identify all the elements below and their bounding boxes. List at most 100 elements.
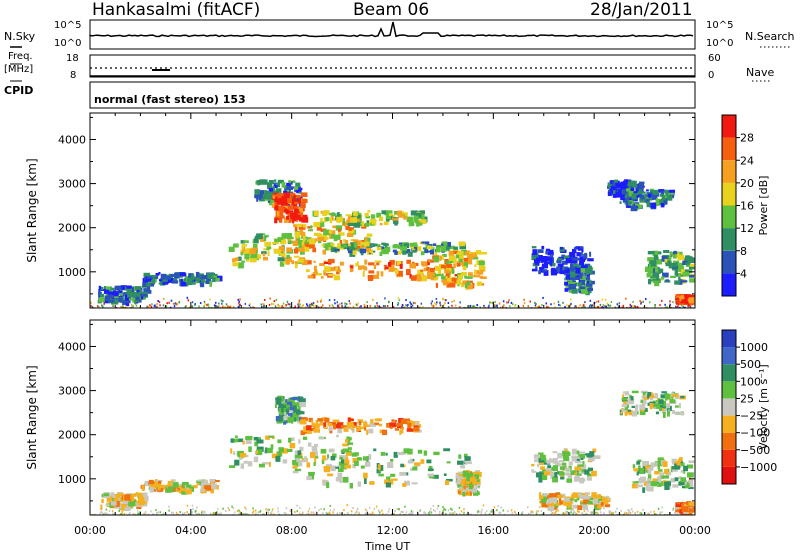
echo-cell (165, 488, 171, 493)
scatter-cell (253, 306, 256, 308)
scatter-cell (376, 302, 378, 305)
station-title: Hankasalmi (fitACF) (92, 0, 261, 20)
scatter-cell (411, 512, 413, 515)
echo-cell (480, 269, 485, 272)
scatter-cell (451, 508, 453, 511)
echo-cell (357, 215, 361, 219)
echo-cell (234, 257, 239, 261)
echo-cell (353, 422, 357, 428)
echo-cell (378, 216, 384, 222)
echo-cell (285, 202, 289, 207)
scatter-cell (104, 512, 106, 515)
echo-cell (311, 446, 318, 452)
echo-cell (345, 439, 349, 443)
echo-cell (679, 296, 685, 302)
echo-cell (674, 269, 678, 276)
echo-cell (368, 428, 374, 434)
scatter-cell (151, 303, 153, 306)
x-tick-label: 20:00 (578, 524, 610, 537)
echo-cell (390, 459, 394, 462)
echo-cell (420, 219, 427, 224)
scatter-cell (191, 504, 194, 507)
echo-cell (575, 267, 581, 274)
echo-cell (404, 480, 410, 486)
scatter-cell (374, 305, 376, 308)
echo-cell (114, 493, 119, 500)
echo-cell (236, 438, 244, 443)
echo-cell (442, 265, 448, 270)
scatter-cell (275, 298, 278, 301)
scatter-cell (328, 299, 331, 302)
echo-cell (538, 270, 541, 275)
echo-cell (579, 478, 586, 482)
scatter-cell (554, 511, 557, 514)
scatter-cell (98, 305, 100, 308)
echo-cell (604, 504, 611, 508)
echo-cell (242, 440, 245, 445)
echo-cell (678, 411, 685, 415)
echo-cell (589, 451, 595, 457)
echo-cell (285, 261, 290, 265)
scatter-cell (531, 510, 534, 513)
echo-cell (98, 286, 104, 291)
echo-cell (546, 501, 550, 505)
echo-cell (543, 471, 550, 476)
scatter-cell (262, 303, 264, 306)
echo-cell (566, 500, 573, 506)
echo-cell (442, 253, 447, 258)
echo-cell (271, 242, 279, 245)
scatter-cell (364, 305, 366, 308)
echo-cell (140, 293, 144, 300)
echo-cell (564, 266, 568, 272)
scatter-cell (289, 305, 292, 308)
echo-cell (665, 261, 672, 267)
colorbar-tick-label: 28 (740, 132, 754, 145)
echo-cell (473, 251, 478, 258)
scatter-cell (628, 306, 630, 308)
scatter-cell (99, 511, 102, 514)
echo-cell (315, 420, 319, 425)
echo-cell (576, 458, 580, 461)
echo-cell (232, 262, 239, 267)
scatter-cell (316, 300, 319, 303)
echo-cell (533, 454, 540, 459)
echo-cell (328, 230, 333, 234)
echo-cell (319, 221, 325, 228)
scatter-cell (620, 509, 622, 512)
echo-cell (327, 473, 334, 477)
echo-cell (542, 469, 548, 473)
scatter-cell (118, 510, 120, 512)
scatter-cell (216, 513, 218, 515)
echo-cell (207, 277, 212, 283)
scatter-cell (609, 304, 611, 307)
scatter-cell (627, 512, 629, 515)
scatter-cell (618, 302, 621, 305)
echo-cell (278, 246, 285, 252)
echo-cell (127, 292, 134, 298)
echo-cell (135, 492, 139, 496)
echo-cell (313, 428, 320, 433)
echo-cell (410, 210, 418, 216)
scatter-cell (550, 303, 552, 306)
scatter-cell (648, 513, 650, 515)
echo-cell (688, 479, 693, 484)
echo-cell (583, 254, 588, 259)
echo-cell (288, 217, 292, 223)
echo-cell (631, 194, 637, 200)
echo-cell (307, 226, 313, 229)
scatter-cell (341, 302, 343, 305)
echo-cell (299, 402, 306, 408)
echo-cell (628, 201, 631, 206)
echo-cell (586, 283, 593, 287)
scatter-cell (313, 512, 315, 515)
scatter-cell (639, 512, 642, 515)
scatter-cell (305, 306, 307, 308)
echo-cell (446, 245, 449, 250)
echo-cell (446, 282, 453, 288)
echo-cell (463, 262, 468, 268)
scatter-cell (537, 306, 539, 308)
echo-cell (430, 249, 435, 255)
echo-cell (318, 239, 322, 244)
y-tick-label: 2000 (58, 429, 86, 442)
scatter-cell (480, 511, 483, 514)
